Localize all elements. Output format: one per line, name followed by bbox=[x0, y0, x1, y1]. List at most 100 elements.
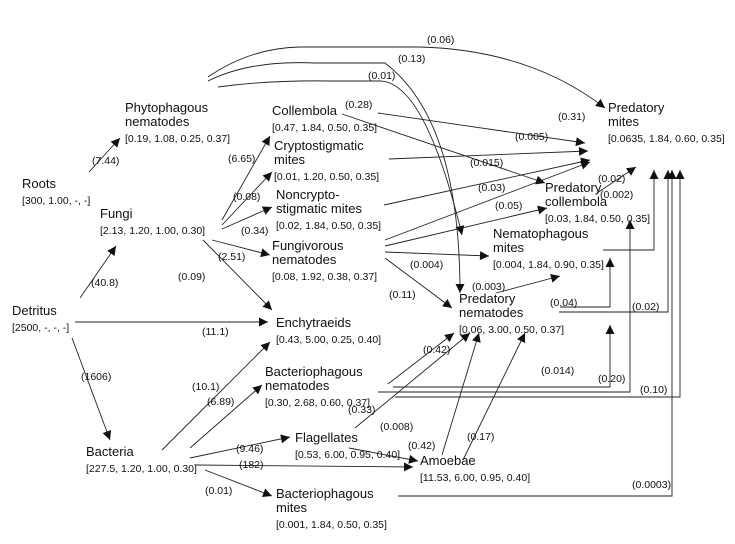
node-params: [0.43, 5.00, 0.25, 0.40] bbox=[276, 334, 381, 346]
flow-arrow-predatory_nematodes-to-predatory_mites bbox=[559, 170, 673, 313]
flow-label: (0.31) bbox=[558, 111, 585, 123]
flow-arrow-fungi-to-noncryptostigmatic_mites bbox=[221, 206, 273, 230]
flow-label: (0.17) bbox=[467, 431, 494, 443]
node-name: nematodes bbox=[459, 305, 524, 320]
node-params: [0.0635, 1.84, 0.60, 0.35] bbox=[608, 133, 725, 145]
node-name: Cryptostigmatic bbox=[274, 138, 364, 153]
node-amoebae: Amoebae [11.53, 6.00, 0.95, 0.40] bbox=[420, 453, 530, 484]
flow-arrow-fungi-to-cryptostigmatic_mites bbox=[221, 171, 273, 226]
node-name: Fungi bbox=[100, 206, 133, 221]
flow-label: (6.89) bbox=[207, 396, 234, 408]
flow-arrow-bacteriophagous_nematodes-to-predatory_nematodes bbox=[387, 332, 455, 385]
node-name: nematodes bbox=[272, 252, 337, 267]
flow-label: (6.65) bbox=[228, 153, 255, 165]
flow-label: (0.004) bbox=[410, 259, 443, 271]
flow-label: (0.04) bbox=[550, 297, 577, 309]
flow-label: (0.05) bbox=[495, 200, 522, 212]
flow-label: (0.008) bbox=[380, 421, 413, 433]
node-name: Predatory bbox=[459, 291, 516, 306]
node-noncryptostigmatic-mites: Noncrypto-stigmatic mites [0.02, 1.84, 0.… bbox=[276, 187, 381, 232]
node-name: Enchytraeids bbox=[276, 315, 352, 330]
flow-label: (7.44) bbox=[92, 155, 119, 167]
node-name: Bacteriophagous bbox=[276, 486, 374, 501]
flow-arrow-fungivorous_nematodes-to-predatory_collembola bbox=[384, 205, 548, 247]
flow-arrow-predatory_collembola-to-predatory_mites bbox=[596, 166, 637, 194]
node-params: [0.06, 3.00, 0.50, 0.37] bbox=[459, 324, 564, 336]
flow-label: (2.51) bbox=[218, 251, 245, 263]
node-params: [0.30, 2.68, 0.60, 0.37] bbox=[265, 397, 370, 409]
flow-label: (0.42) bbox=[408, 440, 435, 452]
flow-arrow-noncryptostigmatic_mites-to-predatory_mites bbox=[383, 157, 591, 206]
node-params: [0.02, 1.84, 0.50, 0.35] bbox=[276, 220, 381, 232]
node-params: [0.01, 1.20, 0.50, 0.35] bbox=[274, 171, 379, 183]
node-params: [0.004, 1.84, 0.90, 0.35] bbox=[493, 259, 604, 271]
flow-label: (0.33) bbox=[348, 404, 375, 416]
food-web-nodes: Roots [300, 1.00, -, -] Detritus [2500, -, … bbox=[12, 100, 725, 531]
flow-arrow-bacteria-to-flagellates bbox=[189, 434, 291, 459]
flow-label: (0.03) bbox=[478, 182, 505, 194]
flow-label: (9.46) bbox=[236, 443, 263, 455]
flow-arrow-detritus-to-bacteria bbox=[71, 337, 112, 441]
flow-arrow-predatory_nematodes-to-predatory_collembola bbox=[560, 258, 615, 308]
flow-label: (0.28) bbox=[345, 99, 372, 111]
node-params: [11.53, 6.00, 0.95, 0.40] bbox=[420, 472, 530, 484]
flow-labels: (7.44) (40.8) (11.1) (1606) (6.65) (0.08) (0.3… bbox=[81, 34, 671, 497]
node-name: collembola bbox=[545, 194, 608, 209]
node-fungi: Fungi [2.13, 1.20, 1.00, 0.30] bbox=[100, 206, 205, 237]
flow-arrow-cryptostigmatic_mites-to-predatory_mites bbox=[388, 146, 589, 160]
flow-arrow-bacteriophagous_nematodes-to-predatory_collembola bbox=[378, 220, 635, 393]
node-name: Nematophagous bbox=[493, 226, 589, 241]
flow-label: (0.08) bbox=[233, 191, 260, 203]
node-params: [0.19, 1.08, 0.25, 0.37] bbox=[125, 133, 230, 145]
node-params: [0.03, 1.84, 0.50, 0.35] bbox=[545, 213, 650, 225]
flow-arrow-fungi-to-fungivorous_nematodes bbox=[211, 239, 271, 258]
flow-label: (0.06) bbox=[427, 34, 454, 46]
flow-arrow-nematophagous_mites-to-predatory_mites bbox=[603, 170, 659, 251]
flow-label: (10.1) bbox=[192, 381, 219, 393]
flow-arrow-bacteria-to-bacteriophagous_mites bbox=[204, 469, 273, 497]
node-name: stigmatic mites bbox=[276, 201, 362, 216]
flow-label: (0.34) bbox=[241, 225, 268, 237]
flow-label: (11.1) bbox=[202, 326, 229, 338]
flow-arrow-bacteriophagous_nematodes-to-predatory_mites bbox=[395, 170, 685, 398]
node-name: nematodes bbox=[125, 114, 190, 129]
flow-label: (0.42) bbox=[423, 344, 450, 356]
flow-label: (40.8) bbox=[91, 277, 118, 289]
node-name: mites bbox=[608, 114, 640, 129]
flow-arrow-amoebae-to-predatory_nematodes bbox=[441, 332, 481, 456]
node-name: Bacteria bbox=[86, 444, 134, 459]
node-name: mites bbox=[493, 240, 525, 255]
node-params: [227.5, 1.20, 1.00, 0.30] bbox=[86, 463, 197, 475]
flow-arrow-phytophagous_nematodes-to-predatory_nematodes bbox=[207, 62, 465, 294]
flow-label: (182) bbox=[239, 459, 264, 471]
flow-arrow-flagellates-to-predatory_nematodes bbox=[354, 332, 471, 429]
flow-arrow-fungivorous_nematodes-to-nematophagous_mites bbox=[384, 251, 490, 261]
node-name: nematodes bbox=[265, 378, 330, 393]
node-name: Phytophagous bbox=[125, 100, 209, 115]
flow-label: (0.0003) bbox=[632, 479, 671, 491]
node-params: [2.13, 1.20, 1.00, 0.30] bbox=[100, 225, 205, 237]
flow-label: (0.01) bbox=[205, 485, 232, 497]
node-params: [300, 1.00, -, -] bbox=[22, 195, 90, 207]
flow-label: (0.003) bbox=[472, 281, 505, 293]
node-name: Predatory bbox=[608, 100, 665, 115]
flow-arrows bbox=[71, 46, 685, 497]
flow-label: (0.10) bbox=[640, 384, 667, 396]
node-params: [0.08, 1.92, 0.38, 0.37] bbox=[272, 271, 377, 283]
flow-label: (0.02) bbox=[598, 173, 625, 185]
flow-label: (0.11) bbox=[389, 289, 416, 301]
node-name: Roots bbox=[22, 176, 56, 191]
flow-label: (0.02) bbox=[632, 301, 659, 313]
flow-label: (0.20) bbox=[598, 373, 625, 385]
flow-arrow-fungi-to-collembola bbox=[221, 135, 271, 221]
flow-arrow-predatory_nematodes-to-nematophagous_mites bbox=[495, 273, 561, 294]
flow-label: (0.002) bbox=[600, 189, 633, 201]
flow-arrow-bacteria-to-amoebae bbox=[194, 462, 414, 472]
